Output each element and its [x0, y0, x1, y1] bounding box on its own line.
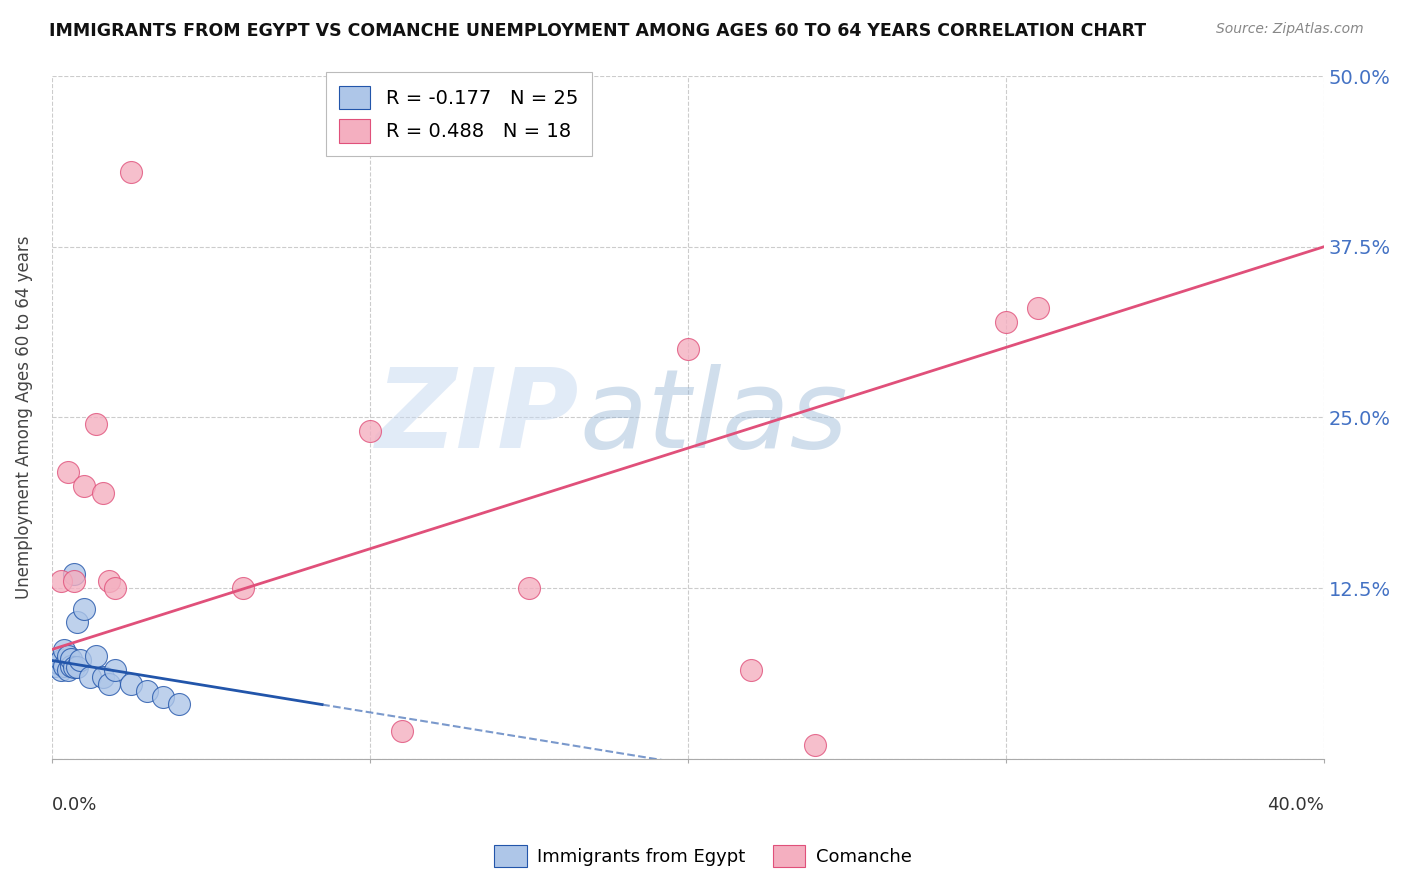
- Point: [136, 683, 159, 698]
- Point: [232, 581, 254, 595]
- Point: [69, 653, 91, 667]
- Point: [51, 574, 73, 589]
- Text: ZIP: ZIP: [377, 364, 579, 471]
- Point: [91, 485, 114, 500]
- Point: [63, 660, 86, 674]
- Point: [59, 652, 82, 666]
- Point: [120, 164, 142, 178]
- Point: [72, 478, 94, 492]
- Point: [1026, 301, 1049, 315]
- Point: [51, 663, 73, 677]
- Point: [104, 581, 127, 595]
- Point: [91, 670, 114, 684]
- Point: [98, 574, 121, 589]
- Point: [104, 663, 127, 677]
- Point: [53, 642, 76, 657]
- Point: [59, 659, 82, 673]
- Point: [72, 601, 94, 615]
- Point: [676, 342, 699, 356]
- Text: Source: ZipAtlas.com: Source: ZipAtlas.com: [1216, 22, 1364, 37]
- Text: IMMIGRANTS FROM EGYPT VS COMANCHE UNEMPLOYMENT AMONG AGES 60 TO 64 YEARS CORRELA: IMMIGRANTS FROM EGYPT VS COMANCHE UNEMPL…: [49, 22, 1146, 40]
- Text: 40.0%: 40.0%: [1267, 797, 1324, 814]
- Point: [994, 315, 1017, 329]
- Point: [740, 663, 762, 677]
- Point: [120, 676, 142, 690]
- Point: [84, 417, 107, 432]
- Legend: R = -0.177   N = 25, R = 0.488   N = 18: R = -0.177 N = 25, R = 0.488 N = 18: [326, 72, 592, 156]
- Point: [167, 697, 190, 711]
- Point: [56, 465, 79, 479]
- Text: 0.0%: 0.0%: [52, 797, 97, 814]
- Y-axis label: Unemployment Among Ages 60 to 64 years: Unemployment Among Ages 60 to 64 years: [15, 235, 32, 599]
- Point: [79, 670, 101, 684]
- Point: [804, 738, 827, 752]
- Legend: Immigrants from Egypt, Comanche: Immigrants from Egypt, Comanche: [486, 838, 920, 874]
- Point: [66, 660, 89, 674]
- Point: [98, 676, 121, 690]
- Point: [391, 724, 413, 739]
- Point: [359, 424, 381, 438]
- Point: [63, 567, 86, 582]
- Point: [63, 574, 86, 589]
- Point: [84, 649, 107, 664]
- Point: [46, 656, 69, 670]
- Point: [51, 653, 73, 667]
- Text: atlas: atlas: [579, 364, 848, 471]
- Point: [53, 659, 76, 673]
- Point: [517, 581, 540, 595]
- Point: [152, 690, 174, 705]
- Point: [66, 615, 89, 630]
- Point: [56, 663, 79, 677]
- Point: [56, 649, 79, 664]
- Point: [44, 659, 66, 673]
